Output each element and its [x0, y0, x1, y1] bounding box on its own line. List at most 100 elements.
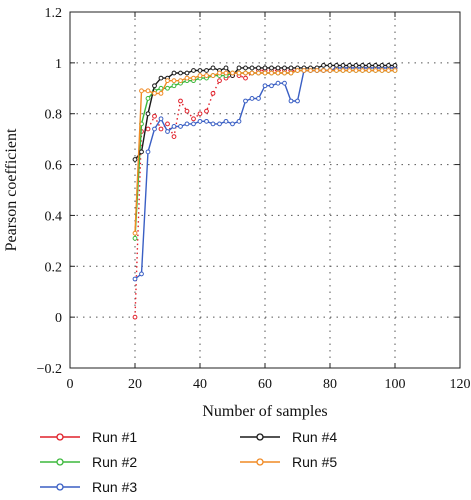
data-point: [262, 70, 268, 76]
y-tick-label: 1: [55, 57, 62, 72]
data-point: [152, 113, 157, 119]
data-point: [295, 68, 300, 73]
x-tick-label: 80: [323, 377, 337, 392]
legend-item: Run #3: [40, 479, 137, 495]
data-point: [301, 68, 307, 73]
data-point: [392, 63, 398, 68]
data-point: [360, 68, 365, 73]
series-3: [132, 65, 398, 282]
legend-item: Run #5: [240, 454, 337, 470]
legend-label: Run #5: [292, 454, 337, 470]
data-point: [132, 230, 138, 236]
y-tick-label: 0: [55, 311, 62, 326]
data-point: [191, 121, 196, 127]
data-point: [275, 80, 281, 86]
data-point: [210, 90, 216, 96]
data-point: [340, 68, 346, 73]
data-point: [184, 70, 190, 76]
data-point: [184, 108, 190, 114]
data-point: [321, 63, 326, 68]
data-point: [360, 63, 365, 68]
data-point: [191, 116, 196, 122]
data-point: [145, 96, 151, 101]
data-point: [269, 70, 274, 76]
data-point: [269, 83, 274, 89]
series-line: [134, 69, 395, 239]
data-point: [197, 73, 203, 78]
data-point: [295, 98, 300, 104]
legend-marker: [56, 483, 64, 491]
legend-marker: [56, 433, 64, 441]
axis-ticks: 0 20 40 60 80 100 120 −0.2 0 0.2 0.4 0.6 0.8 1 1.2: [37, 6, 471, 392]
data-point: [197, 111, 203, 117]
y-tick-label: 0.8: [45, 108, 63, 123]
data-point: [243, 75, 248, 81]
data-point: [197, 118, 203, 124]
data-point: [197, 68, 203, 73]
data-point: [314, 68, 320, 73]
data-point: [334, 63, 339, 68]
y-tick-label: 0.2: [45, 260, 63, 275]
y-tick-label: −0.2: [37, 362, 62, 377]
legend-label: Run #1: [92, 429, 137, 445]
data-point: [165, 121, 170, 127]
data-point: [249, 96, 255, 101]
data-point: [145, 126, 151, 132]
legend: Run #1 Run #2 Run #3 Run #4 Run #5: [40, 429, 337, 495]
legend-label: Run #4: [292, 429, 337, 445]
data-point: [249, 65, 255, 71]
data-point: [282, 70, 287, 76]
data-point: [178, 124, 183, 129]
data-point: [210, 121, 216, 127]
data-point: [139, 149, 144, 155]
data-point: [288, 65, 294, 71]
series-5: [132, 68, 398, 236]
data-point: [210, 73, 216, 78]
data-point: [353, 63, 359, 68]
data-point: [132, 157, 138, 162]
legend-marker: [256, 458, 264, 466]
data-point: [171, 124, 177, 129]
data-point: [308, 68, 313, 73]
data-point: [262, 83, 268, 89]
legend-marker: [56, 458, 64, 466]
data-point: [132, 235, 138, 241]
data-point: [191, 68, 196, 73]
y-tick-label: 0.6: [45, 159, 63, 174]
data-point: [158, 90, 164, 96]
data-point: [178, 98, 183, 104]
x-tick-label: 0: [67, 377, 74, 392]
data-point: [373, 63, 378, 68]
grid-lines: [70, 12, 460, 368]
data-point: [152, 90, 157, 96]
data-point: [165, 78, 170, 84]
data-point: [191, 75, 196, 81]
data-point: [249, 70, 255, 76]
data-point: [204, 68, 209, 73]
data-point: [236, 70, 242, 76]
data-point: [366, 63, 372, 68]
data-point: [256, 65, 261, 71]
data-point: [379, 68, 385, 73]
data-point: [171, 83, 177, 89]
legend-marker: [256, 433, 264, 441]
data-point: [243, 65, 248, 71]
data-point: [340, 63, 346, 68]
legend-label: Run #2: [92, 454, 137, 470]
x-tick-label: 20: [128, 377, 142, 392]
data-point: [366, 68, 372, 73]
data-point: [243, 70, 248, 76]
data-point: [178, 70, 183, 76]
data-point: [145, 88, 151, 94]
data-point: [288, 98, 294, 104]
y-axis-title: Pearson coefficient: [3, 128, 20, 251]
data-point: [184, 75, 190, 81]
x-tick-label: 40: [193, 377, 207, 392]
data-point: [139, 88, 144, 94]
data-point: [145, 111, 151, 117]
data-point: [262, 65, 268, 71]
data-point: [171, 134, 177, 140]
data-point: [347, 68, 352, 73]
x-tick-label: 120: [450, 377, 471, 392]
